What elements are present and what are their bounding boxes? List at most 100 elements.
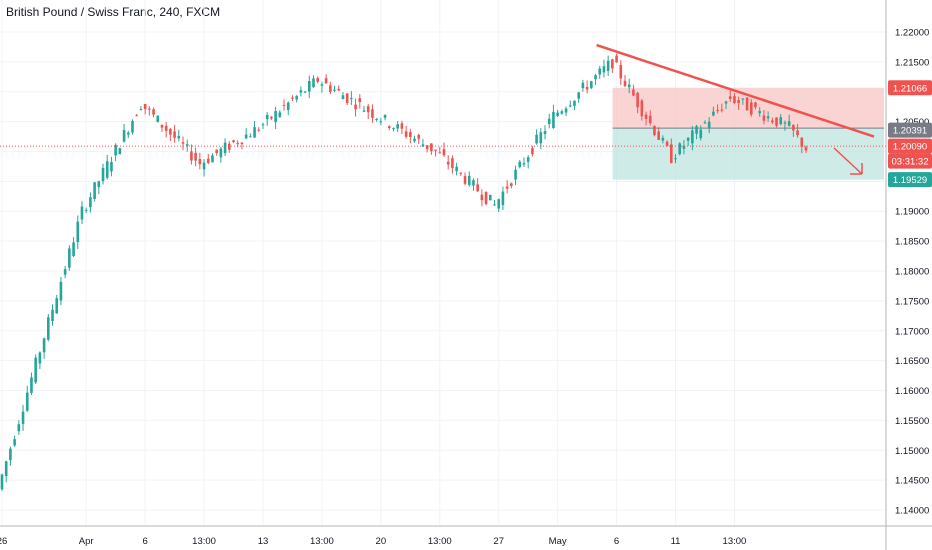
candle <box>505 180 509 194</box>
candle <box>703 120 707 124</box>
candle <box>413 135 416 143</box>
candle <box>573 100 576 111</box>
candle <box>46 313 50 342</box>
candle <box>476 178 479 192</box>
candle <box>585 80 589 94</box>
candle <box>72 237 75 257</box>
candle <box>581 79 585 92</box>
price-tick: 1.16000 <box>895 386 929 397</box>
candle <box>606 55 610 76</box>
candle <box>526 155 530 169</box>
grid <box>0 0 886 525</box>
svg-text:1.21066: 1.21066 <box>893 83 927 94</box>
svg-text:03:31:32: 03:31:32 <box>892 157 929 168</box>
price-tick: 1.14500 <box>895 476 929 487</box>
candle <box>337 85 341 92</box>
svg-text:1.20391: 1.20391 <box>893 126 927 137</box>
price-tick: 1.15500 <box>895 416 929 427</box>
candle <box>653 125 656 137</box>
candle <box>712 106 715 117</box>
time-tick: 11 <box>671 536 681 547</box>
candle <box>417 133 421 144</box>
candle <box>379 117 383 126</box>
candle <box>253 121 256 138</box>
candle <box>556 109 559 118</box>
candle <box>278 110 282 118</box>
candle <box>143 103 147 115</box>
time-tick: 13 <box>258 536 269 547</box>
candle <box>160 124 164 132</box>
price-tick: 1.17500 <box>895 296 929 307</box>
candle <box>800 137 804 154</box>
candle <box>303 90 307 93</box>
candle <box>619 60 623 85</box>
candle <box>442 142 446 157</box>
candle <box>455 162 458 176</box>
overlays <box>0 43 886 175</box>
candle <box>312 75 315 88</box>
candle <box>463 172 467 186</box>
candle <box>350 91 353 105</box>
candle <box>211 153 214 163</box>
candle <box>518 160 522 169</box>
candle <box>0 473 4 492</box>
candle <box>387 125 391 131</box>
candle <box>392 127 395 132</box>
candle <box>257 127 261 133</box>
candle <box>446 155 450 170</box>
candle <box>232 139 235 144</box>
candle <box>657 127 660 141</box>
candle <box>775 117 778 128</box>
candle <box>783 120 787 131</box>
candle <box>695 124 698 140</box>
time-tick: Apr <box>79 536 94 547</box>
candle <box>329 81 332 95</box>
candle <box>299 86 303 97</box>
price-tick: 1.22000 <box>895 27 929 38</box>
svg-text:1.19529: 1.19529 <box>893 175 927 186</box>
price-label-target: 1.19529 <box>888 172 932 188</box>
candle <box>84 207 88 214</box>
candle <box>716 104 719 114</box>
candle <box>114 143 117 162</box>
candle <box>215 149 218 156</box>
candle <box>244 128 248 140</box>
candle <box>366 104 370 120</box>
candle <box>148 106 151 116</box>
candle <box>25 385 29 413</box>
candle <box>484 191 488 206</box>
candle <box>228 141 231 153</box>
candle <box>76 215 80 249</box>
candle <box>640 99 644 121</box>
candle <box>164 121 168 138</box>
candle <box>627 78 631 94</box>
candle <box>771 117 774 125</box>
time-tick: 6 <box>614 536 619 547</box>
candle <box>531 145 534 157</box>
candle <box>135 114 139 117</box>
candle <box>375 118 378 122</box>
candle <box>804 145 808 153</box>
candle <box>535 129 538 145</box>
candle <box>404 125 408 139</box>
candle <box>754 101 757 110</box>
candle <box>93 182 96 202</box>
candle <box>307 75 311 99</box>
candle <box>467 171 471 187</box>
candle <box>451 155 454 174</box>
candle <box>611 58 614 73</box>
price-tick: 1.15000 <box>895 446 929 457</box>
candle <box>434 149 437 157</box>
candle <box>320 81 324 93</box>
candle <box>30 372 33 395</box>
candle <box>699 125 703 141</box>
candle <box>68 245 71 271</box>
candle <box>34 354 37 384</box>
candle <box>707 117 711 134</box>
candle <box>552 104 555 129</box>
candle <box>316 76 320 84</box>
candle <box>594 73 597 85</box>
candle <box>21 404 25 431</box>
candle <box>265 112 269 126</box>
